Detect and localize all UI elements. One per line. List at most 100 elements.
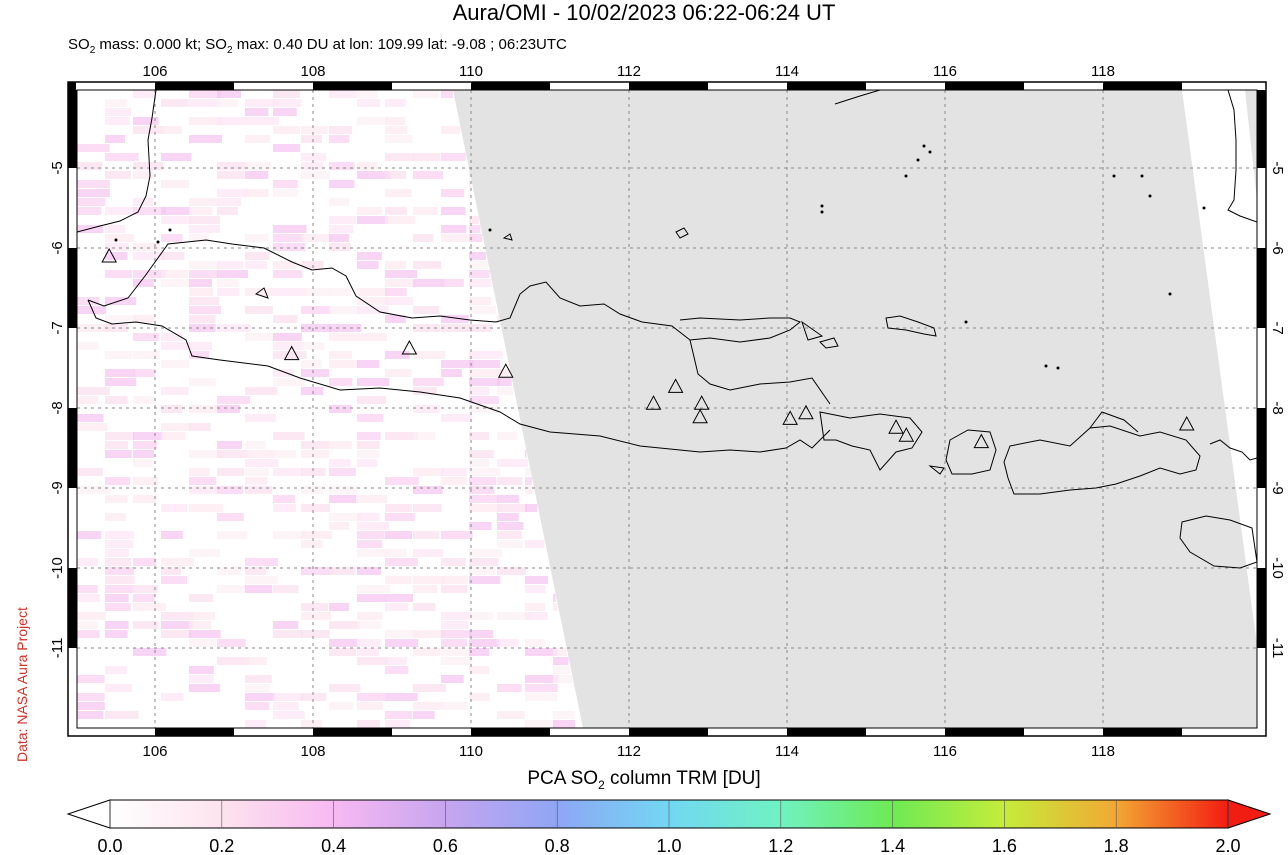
so2-pixel [385,594,414,602]
so2-pixel [385,504,412,512]
so2-pixel [329,567,356,575]
so2-pixel [161,621,194,629]
so2-pixel [329,495,357,503]
colorbar-tick-label: 1.4 [880,836,905,855]
so2-pixel [497,612,531,620]
so2-pixel [245,585,273,593]
so2-pixel [161,333,184,341]
so2-pixel [301,720,323,728]
so2-pixel [413,702,446,710]
so2-pixel [469,270,490,278]
lon-tick-top: 114 [775,63,799,80]
lon-tick-top: 112 [617,63,641,80]
so2-pixel [217,567,241,575]
so2-pixel [245,720,267,728]
so2-pixel [273,495,296,503]
kangean-islands [885,315,937,337]
so2-pixel [385,693,418,701]
so2-pixel [105,351,133,359]
so2-pixel [357,459,378,467]
so2-pixel [77,693,105,701]
so2-pixel [469,360,501,368]
so2-pixel [469,549,502,557]
so2-pixel [133,270,166,278]
so2-pixel [413,585,438,593]
so2-pixel [133,396,156,404]
so2-pixel [273,450,297,458]
so2-pixel [525,612,548,620]
so2-pixel [441,369,462,377]
so2-pixel [105,297,137,305]
colorbar-tick-label: 0.8 [545,836,570,855]
so2-pixel [385,270,418,278]
so2-pixel [413,648,441,656]
volcano-triangle [973,433,990,449]
so2-pixel [329,216,356,224]
so2-pixel [273,315,298,323]
so2-pixel [329,135,350,143]
bali-coast [819,411,923,471]
so2-pixel [469,351,503,359]
so2-pixel [497,639,519,647]
so2-pixel [189,351,210,359]
volcano-triangle [1178,415,1195,431]
so2-pixel [273,504,296,512]
frame-bar-top [471,82,550,90]
lon-tick-bottom: 112 [617,743,641,760]
sumba-coast [1179,515,1257,569]
so2-pixel [469,387,490,395]
so2-pixel [469,612,493,620]
so2-pixel [217,486,244,494]
so2-pixel [161,693,184,701]
so2-pixel [77,180,110,188]
volcano-triangle [692,408,708,424]
so2-pixel [525,675,559,683]
so2-pixel [189,90,222,98]
so2-pixel [553,594,556,602]
volcano-triangle [401,339,418,355]
so2-pixel [245,261,268,269]
so2-pixel [245,468,269,476]
so2-pixel [273,189,298,197]
so2-pixel [273,693,304,701]
so2-pixel [413,378,444,386]
so2-pixel [301,126,328,134]
frame-bar-top [313,82,392,90]
so2-pixel [245,459,279,467]
so2-pixel [133,621,159,629]
so2-pixel [105,441,128,449]
so2-pixel [413,549,444,557]
so2-pixel [441,189,465,197]
so2-pixel [301,603,329,611]
so2-pixel [245,486,273,494]
so2-pixel [217,288,240,296]
frame-bar-bottom [1103,728,1182,736]
so2-pixel [161,360,190,368]
so2-pixel [77,594,100,602]
lombok-coast [945,429,997,475]
so2-pixel [217,405,240,413]
colorbar-title: PCA SO2 column TRM [DU] [527,768,761,792]
so2-pixel [189,477,217,485]
so2-pixel [301,630,330,638]
so2-pixel [385,216,416,224]
so2-pixel [217,585,247,593]
so2-pixel [469,495,498,503]
so2-pixel [413,234,434,242]
so2-pixel [161,252,185,260]
so2-pixel [189,99,220,107]
lon-tick-top: 110 [459,63,483,80]
so2-pixel [329,459,351,467]
so2-pixel [105,513,126,521]
so2-pixel [133,243,160,251]
so2-pixel [133,477,158,485]
so2-pixel [245,441,266,449]
so2-pixel [385,315,406,323]
so2-pixel [357,720,381,728]
so2-pixel [413,405,440,413]
so2-pixel [329,639,357,647]
so2-pixel [413,153,441,161]
so2-pixel [189,315,216,323]
so2-pixel [553,648,567,656]
so2-pixel [441,90,453,98]
